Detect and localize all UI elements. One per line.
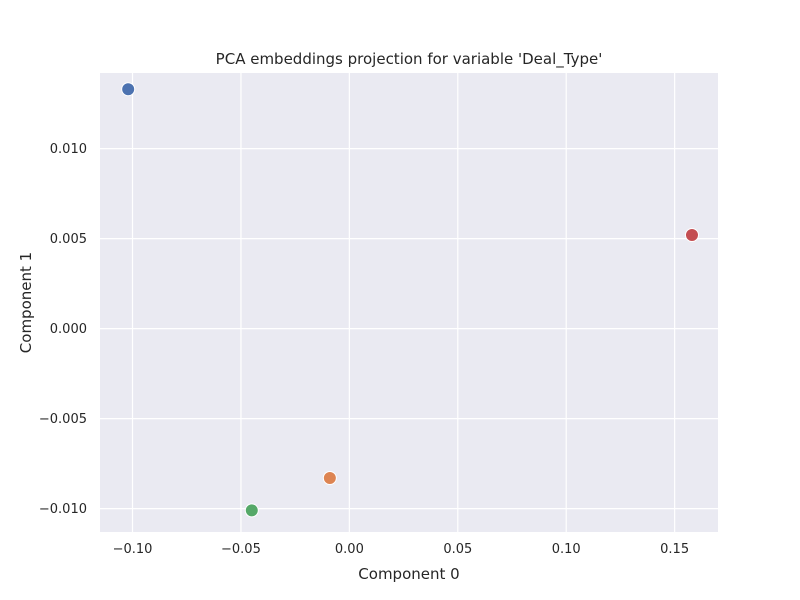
y-axis-ticks: −0.010 −0.005 0.000 0.005 0.010: [39, 142, 87, 517]
x-tick-label: 0.05: [443, 542, 472, 557]
chart-title: PCA embeddings projection for variable '…: [216, 50, 603, 69]
x-axis-ticks: −0.10 −0.05 0.00 0.05 0.10 0.15: [113, 542, 690, 557]
y-axis-label: Component 1: [17, 252, 35, 353]
scatter-point: [684, 228, 699, 242]
y-tick-label: 0.010: [50, 142, 87, 157]
y-tick-label: −0.005: [39, 412, 87, 427]
y-tick-label: −0.010: [39, 502, 87, 517]
scatter-point: [121, 82, 136, 97]
x-tick-label: 0.15: [660, 542, 689, 557]
scatter-point: [322, 471, 337, 485]
x-axis-label: Component 0: [358, 565, 459, 583]
grid: [100, 73, 718, 532]
y-tick-label: 0.005: [50, 232, 87, 247]
x-tick-label: 0.00: [335, 542, 364, 557]
plot-area: [100, 73, 718, 532]
scatter-point: [244, 503, 259, 518]
y-tick-label: 0.000: [50, 322, 87, 337]
data-points: [121, 82, 699, 518]
x-tick-label: 0.10: [552, 542, 581, 557]
x-tick-label: −0.10: [113, 542, 153, 557]
x-tick-label: −0.05: [221, 542, 261, 557]
